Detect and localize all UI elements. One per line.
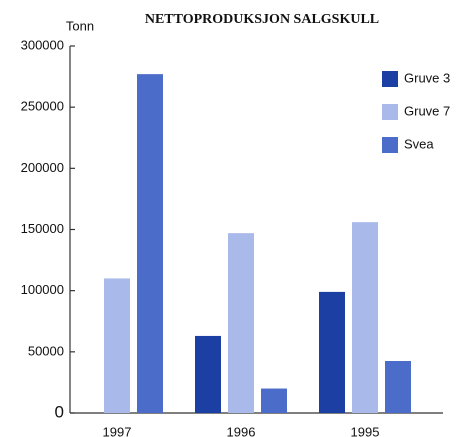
y-tick-label: 200000 bbox=[21, 160, 64, 175]
bar bbox=[319, 291, 345, 413]
bar bbox=[195, 335, 221, 413]
x-tick-label: 1995 bbox=[351, 424, 380, 437]
bar bbox=[104, 278, 130, 413]
x-tick-label: 1996 bbox=[227, 424, 256, 437]
legend-swatch bbox=[382, 71, 398, 87]
bar bbox=[228, 233, 254, 413]
y-tick-label: 150000 bbox=[21, 221, 64, 236]
y-tick-label: 50000 bbox=[28, 343, 64, 358]
bar bbox=[137, 74, 163, 414]
bar bbox=[261, 388, 287, 413]
legend-label: Gruve 7 bbox=[404, 103, 450, 118]
bar bbox=[352, 222, 378, 413]
legend-label: Svea bbox=[404, 136, 434, 151]
legend-swatch bbox=[382, 137, 398, 153]
x-tick-label: 1997 bbox=[103, 424, 132, 437]
legend-label: Gruve 3 bbox=[404, 70, 450, 85]
bar bbox=[385, 361, 411, 413]
chart-title: NETTOPRODUKSJON SALGSKULL bbox=[145, 12, 379, 27]
y-tick-label: 250000 bbox=[21, 99, 64, 114]
y-tick-label: 300000 bbox=[21, 37, 64, 52]
y-tick-label: 100000 bbox=[21, 282, 64, 297]
legend-swatch bbox=[382, 104, 398, 120]
y-tick-label: 0 bbox=[55, 402, 64, 421]
y-axis-label: Tonn bbox=[66, 18, 94, 33]
